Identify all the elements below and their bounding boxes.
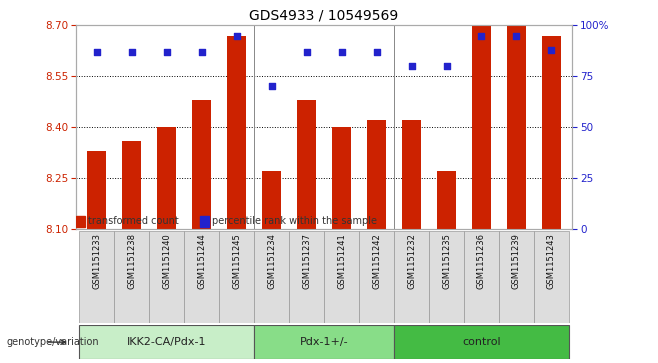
Bar	[394, 231, 429, 323]
Text: GSM1151244: GSM1151244	[197, 233, 206, 289]
Point	[161, 49, 172, 55]
Bar	[122, 140, 141, 229]
Bar	[367, 120, 386, 229]
Bar	[289, 231, 324, 323]
Bar	[76, 216, 85, 227]
Text: transformed count: transformed count	[88, 216, 179, 227]
Point	[406, 63, 417, 69]
Text: GSM1151235: GSM1151235	[442, 233, 451, 289]
Point	[371, 49, 382, 55]
Bar	[262, 171, 281, 229]
Bar	[472, 25, 491, 229]
Point	[232, 33, 242, 38]
Bar	[332, 127, 351, 229]
Text: GSM1151233: GSM1151233	[92, 233, 101, 289]
Bar	[464, 231, 499, 323]
Text: GSM1151240: GSM1151240	[162, 233, 171, 289]
Bar	[184, 231, 219, 323]
Text: GSM1151232: GSM1151232	[407, 233, 416, 289]
Bar	[394, 325, 569, 359]
Bar	[254, 231, 289, 323]
Bar	[402, 120, 421, 229]
Text: GSM1151237: GSM1151237	[302, 233, 311, 289]
Point	[511, 33, 522, 38]
Bar	[254, 325, 394, 359]
Bar	[192, 100, 211, 229]
Bar	[87, 151, 107, 229]
Point	[91, 49, 102, 55]
Bar	[534, 231, 569, 323]
Text: GSM1151245: GSM1151245	[232, 233, 241, 289]
Bar	[114, 231, 149, 323]
Text: GSM1151238: GSM1151238	[127, 233, 136, 289]
Bar	[499, 231, 534, 323]
Bar	[149, 231, 184, 323]
Point	[546, 47, 557, 53]
Text: percentile rank within the sample: percentile rank within the sample	[213, 216, 377, 227]
Bar	[157, 127, 176, 229]
Title: GDS4933 / 10549569: GDS4933 / 10549569	[249, 9, 399, 23]
Text: IKK2-CA/Pdx-1: IKK2-CA/Pdx-1	[127, 337, 207, 347]
Text: GSM1151234: GSM1151234	[267, 233, 276, 289]
Point	[442, 63, 452, 69]
Bar	[324, 231, 359, 323]
Bar	[227, 36, 246, 229]
Bar	[507, 25, 526, 229]
Text: GSM1151239: GSM1151239	[512, 233, 521, 289]
Point	[266, 83, 277, 89]
Bar	[542, 36, 561, 229]
Point	[476, 33, 487, 38]
Text: GSM1151242: GSM1151242	[372, 233, 381, 289]
Text: Pdx-1+/-: Pdx-1+/-	[300, 337, 348, 347]
Point	[196, 49, 207, 55]
Point	[301, 49, 312, 55]
Text: GSM1151243: GSM1151243	[547, 233, 556, 289]
Text: GSM1151241: GSM1151241	[337, 233, 346, 289]
Bar	[359, 231, 394, 323]
Bar	[219, 231, 254, 323]
Bar	[429, 231, 464, 323]
Point	[336, 49, 347, 55]
Text: GSM1151236: GSM1151236	[477, 233, 486, 289]
Bar	[79, 231, 114, 323]
Bar	[200, 216, 209, 227]
Bar	[297, 100, 316, 229]
Bar	[79, 325, 254, 359]
Text: genotype/variation: genotype/variation	[7, 337, 99, 347]
Point	[126, 49, 137, 55]
Bar	[437, 171, 456, 229]
Text: control: control	[462, 337, 501, 347]
